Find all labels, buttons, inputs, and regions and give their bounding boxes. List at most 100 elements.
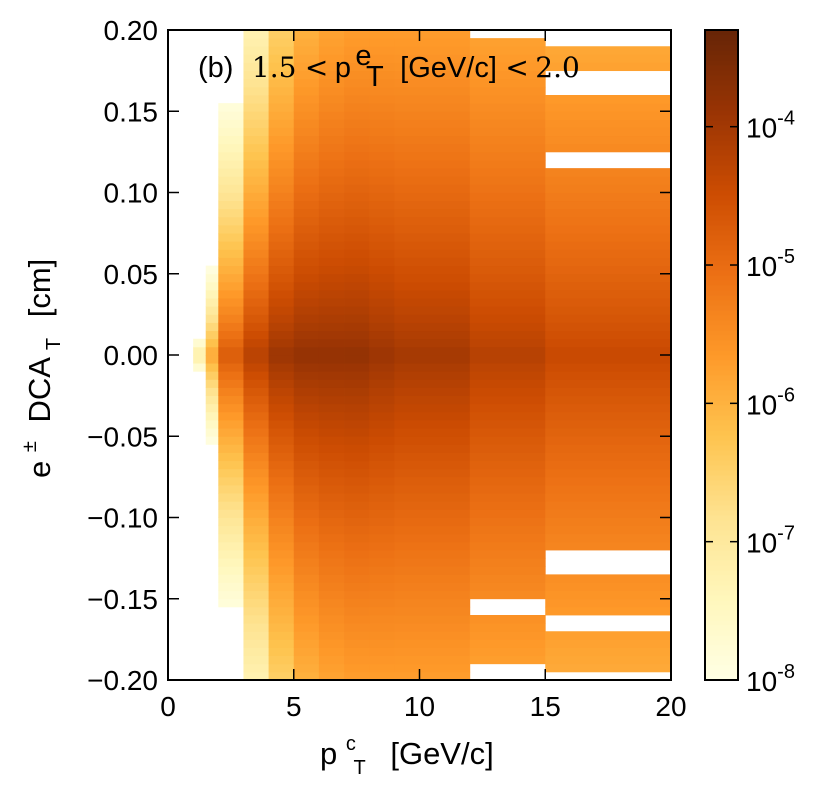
heatmap-cell (344, 184, 370, 193)
heatmap-cell (293, 363, 320, 372)
heatmap-cell (243, 550, 269, 559)
heatmap-cell (344, 574, 370, 583)
heatmap-cell (545, 590, 672, 600)
colorbar-step (705, 550, 738, 556)
colorbar-step (705, 490, 738, 496)
heatmap-cell (469, 257, 546, 267)
heatmap-cell (318, 78, 345, 88)
colorbar-step (705, 385, 738, 391)
heatmap-cell (469, 298, 546, 307)
heatmap-cell (394, 623, 471, 632)
heatmap-cell (469, 346, 546, 356)
heatmap-cell (344, 476, 370, 486)
colorbar-step (705, 270, 738, 276)
heatmap-cell (218, 184, 244, 193)
heatmap-cell (268, 452, 295, 462)
heatmap-cell (469, 160, 546, 169)
colorbar-tick-base: 10 (746, 251, 777, 282)
heatmap-cell (293, 606, 320, 616)
heatmap-cell (344, 176, 370, 185)
heatmap-cell (369, 582, 395, 592)
heatmap-cell (369, 322, 395, 332)
heatmap-cell (205, 322, 219, 332)
heatmap-cell (293, 135, 320, 145)
heatmap-cell (545, 403, 672, 413)
heatmap-cell (243, 200, 269, 210)
heatmap-cell (268, 127, 295, 137)
heatmap-cell (243, 623, 269, 632)
heatmap-cell (218, 298, 244, 307)
colorbar-step (705, 420, 738, 426)
heatmap-cell (243, 379, 269, 388)
colorbar-step (705, 215, 738, 221)
heatmap-cell (469, 525, 546, 535)
heatmap-cell (394, 241, 471, 250)
heatmap-cell (243, 208, 269, 218)
heatmap-cell (318, 86, 345, 96)
heatmap-cell (344, 273, 370, 283)
heatmap-cell (243, 517, 269, 527)
heatmap-cell (218, 200, 244, 210)
heatmap-cell (205, 395, 219, 405)
heatmap-cell (369, 590, 395, 600)
heatmap-cell (369, 355, 395, 364)
colorbar-step (705, 485, 738, 491)
heatmap-cell (205, 330, 219, 340)
heatmap-cell (243, 582, 269, 592)
heatmap-cell (369, 176, 395, 185)
heatmap-cell (268, 476, 295, 486)
heatmap-cell (369, 127, 395, 137)
heatmap-cell (318, 54, 345, 63)
heatmap-cell (293, 631, 320, 640)
heatmap-cell (318, 493, 345, 502)
colorbar-step (705, 430, 738, 436)
heatmap-cell (394, 95, 471, 104)
heatmap-cell (293, 574, 320, 583)
heatmap-cell (469, 574, 546, 583)
heatmap-cell (268, 590, 295, 600)
heatmap-cells (193, 30, 672, 681)
heatmap-cell (394, 168, 471, 177)
heatmap-cell (369, 550, 395, 559)
heatmap-cell (545, 501, 672, 510)
heatmap-cell (394, 509, 471, 518)
heatmap-cell (394, 257, 471, 267)
heatmap-cell (369, 86, 395, 96)
y-tick-label: 0.05 (104, 259, 159, 290)
colorbar-step (705, 60, 738, 66)
heatmap-cell (218, 558, 244, 567)
colorbar-step (705, 665, 738, 671)
heatmap-cell (369, 663, 395, 673)
heatmap-cell (293, 485, 320, 494)
heatmap-cell (318, 379, 345, 388)
heatmap-cell (243, 314, 269, 323)
heatmap-cell (218, 525, 244, 535)
heatmap-cell (318, 314, 345, 323)
heatmap-cell (293, 322, 320, 332)
annotation-unit: [GeV/c] (400, 52, 497, 84)
heatmap-cell (369, 290, 395, 299)
heatmap-cell (344, 371, 370, 380)
heatmap-cell (344, 655, 370, 665)
heatmap-cell (293, 623, 320, 632)
colorbar-step (705, 180, 738, 186)
heatmap-cell (369, 411, 395, 421)
heatmap-cell (545, 249, 672, 258)
y-tick-label: −0.15 (87, 584, 158, 615)
heatmap-cell (218, 501, 244, 510)
heatmap-cell (394, 558, 471, 567)
x-axis-label-sup: c (346, 733, 356, 755)
heatmap-cell (268, 411, 295, 421)
heatmap-cell (218, 290, 244, 299)
heatmap-cell (293, 403, 320, 413)
colorbar-step (705, 520, 738, 526)
heatmap-cell (469, 338, 546, 348)
heatmap-cell (369, 46, 395, 55)
colorbar-step (705, 225, 738, 231)
heatmap-cell (293, 127, 320, 137)
heatmap-cell (344, 566, 370, 575)
heatmap-cell (369, 623, 395, 632)
heatmap-cell (293, 160, 320, 169)
heatmap-cell (293, 46, 320, 55)
heatmap-cell (218, 233, 244, 242)
